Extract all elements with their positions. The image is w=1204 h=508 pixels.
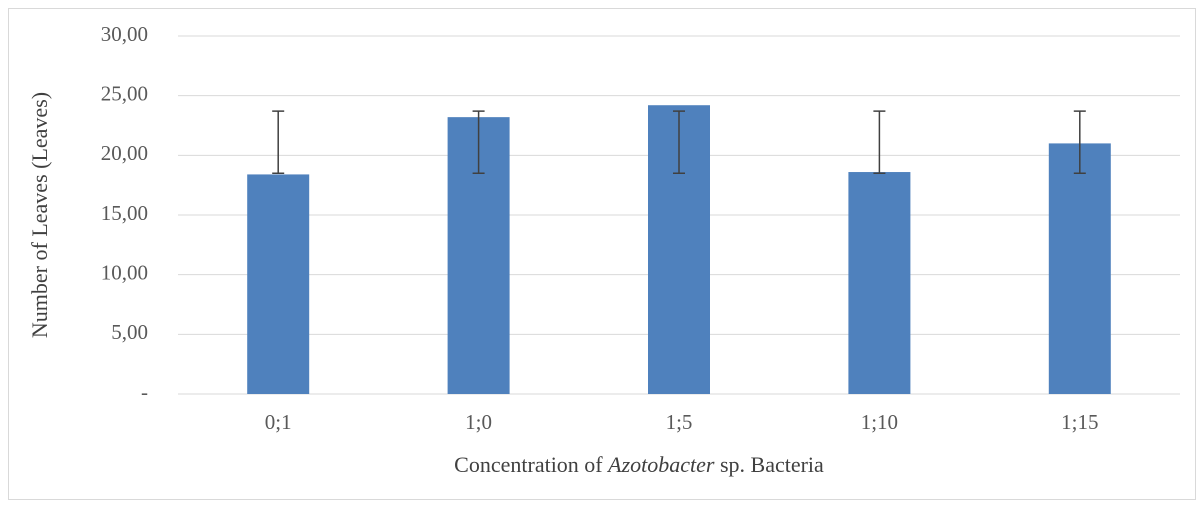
error-bar — [1073, 110, 1086, 174]
x-tick-label: 1;10 — [861, 410, 898, 434]
y-tick-label: 15,00 — [101, 201, 148, 225]
error-bar — [673, 110, 685, 174]
y-tick-label: - — [141, 380, 148, 404]
error-bar — [873, 110, 886, 174]
y-tick-label: 25,00 — [101, 81, 148, 105]
x-axis-title-part: Concentration of — [454, 452, 608, 477]
x-tick-label: 0;1 — [265, 410, 292, 434]
bar — [247, 174, 310, 394]
chart-border — [8, 8, 1196, 500]
y-tick-label: 5,00 — [111, 320, 148, 344]
y-tick-label: 20,00 — [101, 141, 148, 165]
x-tick-label: 1;5 — [666, 410, 693, 434]
error-bar — [472, 110, 485, 174]
x-tick-label: 1;15 — [1061, 410, 1098, 434]
x-axis-title: Concentration of Azotobacter sp. Bacteri… — [454, 452, 824, 477]
y-tick-label: 30,00 — [101, 22, 148, 46]
x-axis-title-part: Azotobacter — [606, 452, 715, 477]
y-tick-label: 10,00 — [101, 260, 148, 284]
x-axis-title-part: sp. Bacteria — [714, 452, 824, 477]
y-axis-title: Number of Leaves (Leaves) — [27, 92, 52, 338]
x-tick-label: 1;0 — [465, 410, 492, 434]
bar — [848, 172, 911, 394]
error-bar — [272, 110, 285, 174]
bar — [1048, 143, 1111, 394]
